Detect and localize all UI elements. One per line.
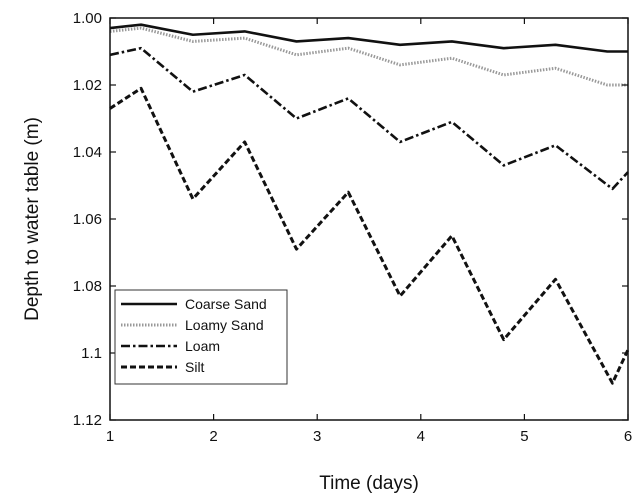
y-tick-label: 1.02 — [73, 77, 102, 94]
y-axis-label: Depth to water table (m) — [22, 117, 43, 321]
x-tick-label: 4 — [417, 428, 425, 445]
series-line-coarse-sand — [109, 23, 628, 53]
y-tick-label: 1.04 — [73, 144, 102, 161]
legend: Coarse Sand Loamy Sand Loam Silt — [114, 289, 288, 385]
y-tick-label: 1.1 — [81, 345, 102, 362]
x-tick-label: 2 — [209, 428, 217, 445]
x-axis-ticks: 1 2 3 4 5 6 — [106, 18, 632, 445]
series-line-loamy-sand — [109, 26, 628, 87]
legend-label: Loamy Sand — [185, 317, 264, 333]
legend-label: Silt — [185, 359, 205, 375]
y-tick-label: 1.12 — [73, 412, 102, 429]
series-line-loam — [109, 46, 629, 191]
series-layer — [109, 23, 630, 385]
y-tick-label: 1.08 — [73, 278, 102, 295]
x-tick-label: 1 — [106, 428, 114, 445]
x-axis-label: Time (days) — [319, 473, 419, 494]
x-tick-label: 3 — [313, 428, 321, 445]
y-tick-label: 1.06 — [73, 211, 102, 228]
legend-label: Loam — [185, 338, 220, 354]
legend-label: Coarse Sand — [185, 296, 267, 312]
x-tick-label: 6 — [624, 428, 632, 445]
series-line-silt — [109, 86, 630, 385]
x-tick-label: 5 — [520, 428, 528, 445]
y-axis-ticks: 1.00 1.02 1.04 1.06 1.08 1.1 1.12 — [73, 10, 628, 429]
y-tick-label: 1.00 — [73, 10, 102, 27]
